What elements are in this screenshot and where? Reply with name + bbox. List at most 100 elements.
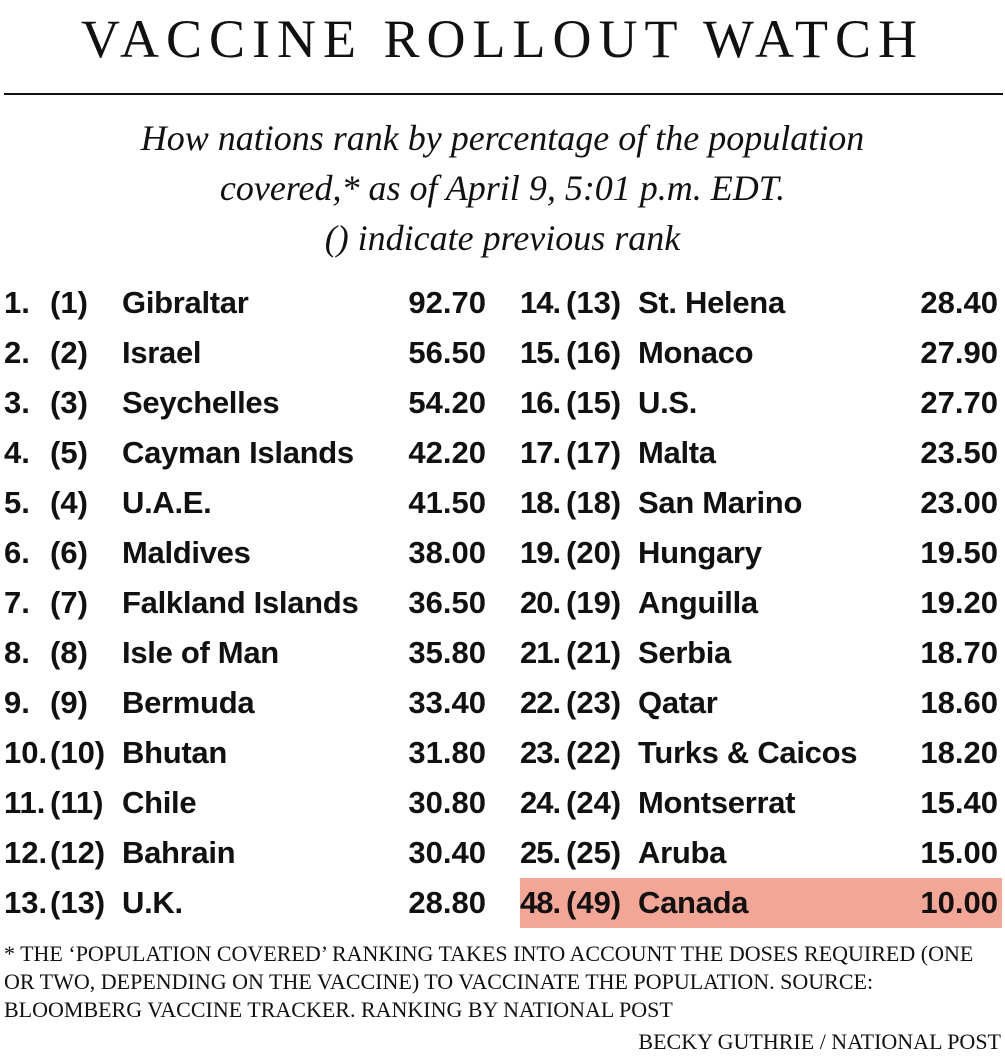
ranking-row: 5. (4) U.A.E. 41.50 — [4, 478, 486, 528]
previous-rank: (22) — [566, 735, 622, 770]
percent-value: 27.70 — [920, 385, 998, 420]
rankings-column-left: 1. (1) Gibraltar 92.70 2. (2) Israel 56.50 3. (… — [4, 278, 486, 928]
rank-number: 3. — [4, 385, 30, 420]
ranking-row: 3. (3) Seychelles 54.20 — [4, 378, 486, 428]
percent-value: 31.80 — [408, 735, 486, 770]
ranking-row: 14. (13) St. Helena 28.40 — [520, 278, 1002, 328]
title-divider — [4, 93, 1003, 95]
previous-rank: (8) — [50, 635, 88, 670]
ranking-row: 13. (13) U.K. 28.80 — [4, 878, 486, 928]
previous-rank: (13) — [50, 885, 106, 920]
country-name: U.K. — [122, 885, 183, 920]
ranking-row: 8. (8) Isle of Man 35.80 — [4, 628, 486, 678]
rank-number: 8. — [4, 635, 30, 670]
percent-value: 41.50 — [408, 485, 486, 520]
percent-value: 23.00 — [920, 485, 998, 520]
previous-rank: (2) — [50, 335, 88, 370]
rank-number: 5. — [4, 485, 30, 520]
country-name: Gibraltar — [122, 285, 249, 320]
previous-rank: (23) — [566, 685, 622, 720]
ranking-row: 25. (25) Aruba 15.00 — [520, 828, 1002, 878]
previous-rank: (25) — [566, 835, 622, 870]
country-name: St. Helena — [638, 285, 785, 320]
country-name: Canada — [638, 885, 749, 920]
country-name: Seychelles — [122, 385, 280, 420]
previous-rank: (13) — [566, 285, 622, 320]
country-name: Israel — [122, 335, 202, 370]
percent-value: 42.20 — [408, 435, 486, 470]
rankings-column-right: 14. (13) St. Helena 28.40 15. (16) Monaco 27.9… — [520, 278, 1002, 928]
rank-number: 16. — [520, 385, 561, 420]
rank-number: 4. — [4, 435, 30, 470]
rank-number: 12. — [4, 835, 48, 870]
percent-value: 27.90 — [920, 335, 998, 370]
country-name: Isle of Man — [122, 635, 279, 670]
percent-value: 10.00 — [920, 885, 998, 920]
country-name: Cayman Islands — [122, 435, 354, 470]
country-name: Malta — [638, 435, 716, 470]
country-name: Maldives — [122, 535, 251, 570]
country-name: Chile — [122, 785, 197, 820]
rank-number: 19. — [520, 535, 561, 570]
previous-rank: (21) — [566, 635, 622, 670]
percent-value: 36.50 — [408, 585, 486, 620]
ranking-row: 23. (22) Turks & Caicos 18.20 — [520, 728, 1002, 778]
percent-value: 35.80 — [408, 635, 486, 670]
previous-rank: (12) — [50, 835, 106, 870]
rank-number: 13. — [4, 885, 48, 920]
country-name: Bhutan — [122, 735, 227, 770]
rank-number: 24. — [520, 785, 561, 820]
country-name: U.A.E. — [122, 485, 212, 520]
rank-number: 48. — [520, 885, 561, 920]
rank-number: 7. — [4, 585, 30, 620]
country-name: Qatar — [638, 685, 718, 720]
previous-rank: (20) — [566, 535, 622, 570]
previous-rank: (24) — [566, 785, 622, 820]
ranking-row: 21. (21) Serbia 18.70 — [520, 628, 1002, 678]
ranking-row: 4. (5) Cayman Islands 42.20 — [4, 428, 486, 478]
percent-value: 23.50 — [920, 435, 998, 470]
previous-rank: (10) — [50, 735, 106, 770]
previous-rank: (11) — [50, 785, 104, 820]
previous-rank: (1) — [50, 285, 88, 320]
percent-value: 33.40 — [408, 685, 486, 720]
country-name: U.S. — [638, 385, 698, 420]
country-name: San Marino — [638, 485, 803, 520]
ranking-row: 20. (19) Anguilla 19.20 — [520, 578, 1002, 628]
previous-rank: (9) — [50, 685, 88, 720]
country-name: Bahrain — [122, 835, 236, 870]
rank-number: 20. — [520, 585, 561, 620]
percent-value: 18.60 — [920, 685, 998, 720]
credit-line: BECKY GUTHRIE / NATIONAL POST — [638, 1029, 1001, 1054]
percent-value: 15.00 — [920, 835, 998, 870]
previous-rank: (7) — [50, 585, 88, 620]
rank-number: 9. — [4, 685, 30, 720]
rank-number: 18. — [520, 485, 561, 520]
country-name: Turks & Caicos — [638, 735, 858, 770]
country-name: Serbia — [638, 635, 731, 670]
percent-value: 54.20 — [408, 385, 486, 420]
highlighted-ranking-row: 48. (49) Canada 10.00 — [520, 878, 1002, 928]
previous-rank: (15) — [566, 385, 622, 420]
percent-value: 56.50 — [408, 335, 486, 370]
ranking-row: 24. (24) Montserrat 15.40 — [520, 778, 1002, 828]
ranking-row: 15. (16) Monaco 27.90 — [520, 328, 1002, 378]
subtitle-line-1: How nations rank by percentage of the po… — [140, 118, 865, 158]
percent-value: 18.20 — [920, 735, 998, 770]
subtitle-line-3: () indicate previous rank — [324, 218, 681, 258]
ranking-row: 17. (17) Malta 23.50 — [520, 428, 1002, 478]
previous-rank: (4) — [50, 485, 88, 520]
ranking-row: 2. (2) Israel 56.50 — [4, 328, 486, 378]
rank-number: 1. — [4, 285, 30, 320]
rank-number: 2. — [4, 335, 30, 370]
previous-rank: (17) — [566, 435, 622, 470]
rank-number: 22. — [520, 685, 561, 720]
rank-number: 25. — [520, 835, 561, 870]
previous-rank: (6) — [50, 535, 88, 570]
previous-rank: (16) — [566, 335, 622, 370]
country-name: Falkland Islands — [122, 585, 359, 620]
percent-value: 15.40 — [920, 785, 998, 820]
country-name: Monaco — [638, 335, 754, 370]
ranking-row: 12. (12) Bahrain 30.40 — [4, 828, 486, 878]
ranking-row: 9. (9) Bermuda 33.40 — [4, 678, 486, 728]
